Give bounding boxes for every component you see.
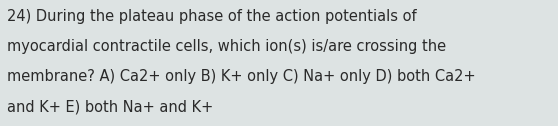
Text: myocardial contractile cells, which ion(s) is/are crossing the: myocardial contractile cells, which ion(…	[7, 39, 446, 54]
Text: and K+ E) both Na+ and K+: and K+ E) both Na+ and K+	[7, 100, 213, 115]
Text: 24) During the plateau phase of the action potentials of: 24) During the plateau phase of the acti…	[7, 9, 416, 24]
Text: membrane? A) Ca2+ only B) K+ only C) Na+ only D) both Ca2+: membrane? A) Ca2+ only B) K+ only C) Na+…	[7, 69, 475, 84]
